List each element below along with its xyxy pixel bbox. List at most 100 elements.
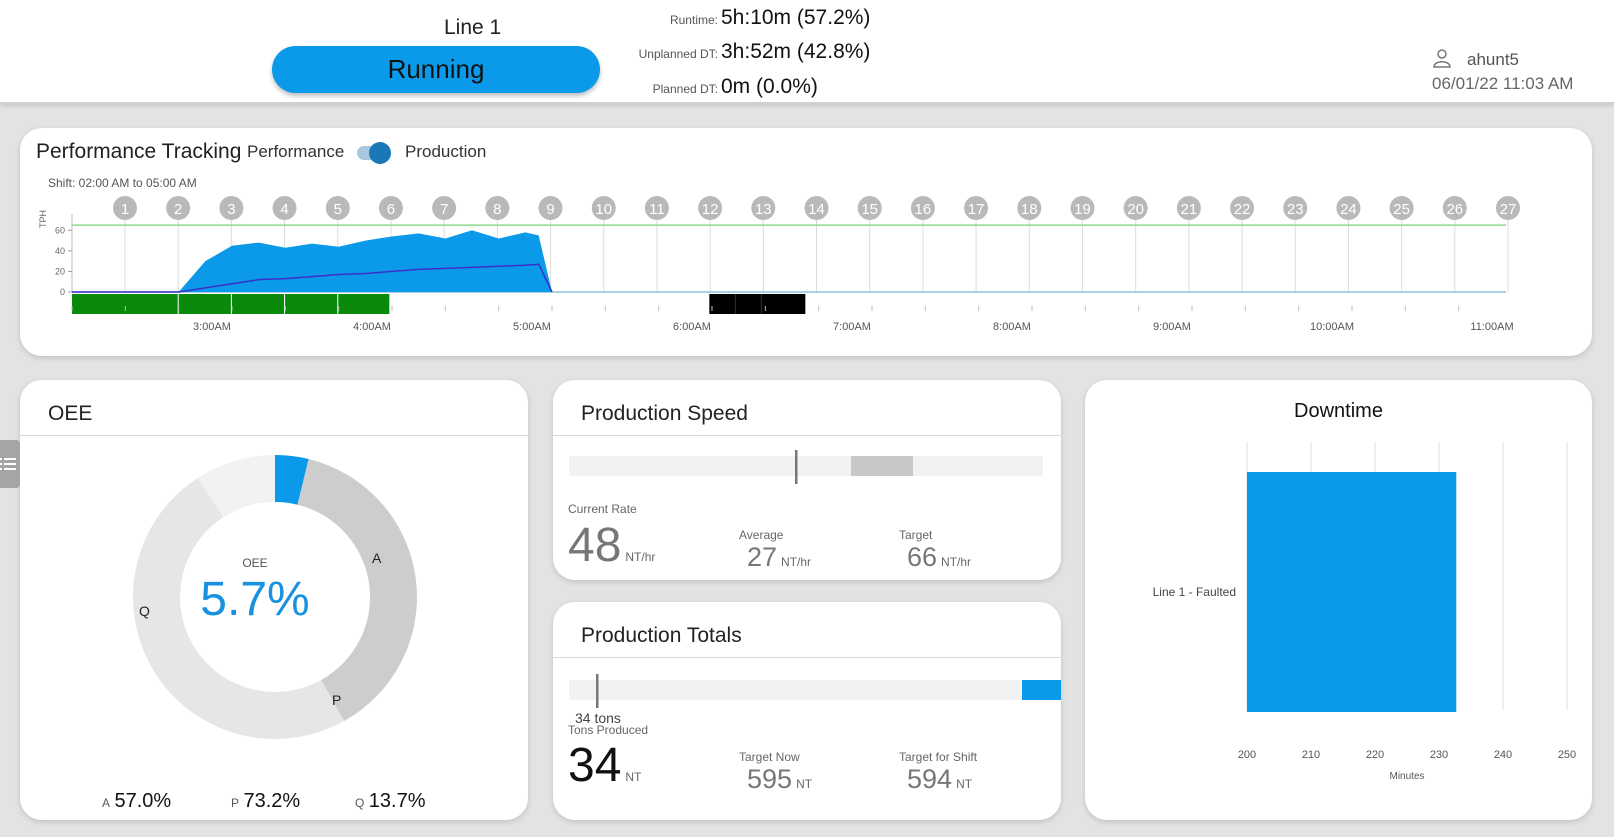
- hour-marker-label: 17: [968, 201, 985, 218]
- performance-label: P: [231, 796, 240, 810]
- hour-marker-label: 11: [649, 201, 665, 218]
- target-shift-label: Target for Shift: [899, 750, 978, 764]
- oee-slice-q[interactable]: [197, 455, 275, 518]
- average-rate-value: 27: [747, 542, 778, 572]
- side-menu-tab[interactable]: [0, 440, 20, 488]
- downtime-chart: 200 210 220 230 240 250 Line 1 - Faulted Minute…: [1153, 442, 1576, 782]
- y-tick-label: 20: [55, 266, 65, 276]
- performance-value: 73.2%: [243, 790, 301, 812]
- current-rate-unit: NT/hr: [625, 550, 656, 564]
- oee-divider: [20, 435, 528, 436]
- username[interactable]: ahunt5: [1467, 50, 1519, 69]
- quality-value: 13.7%: [368, 790, 426, 812]
- hour-marker[interactable]: [113, 196, 137, 220]
- planned-dt-value: 0m (0.0%): [721, 75, 818, 98]
- hour-marker-label: 16: [915, 201, 932, 218]
- status-bar-running[interactable]: [72, 294, 390, 314]
- hour-marker[interactable]: [644, 196, 669, 220]
- hour-marker[interactable]: [432, 196, 457, 220]
- unplanned-dt-value: 3h:52m (42.8%): [721, 40, 871, 63]
- performance-tracking-title: Performance Tracking: [36, 140, 242, 163]
- target-now-value: 595: [747, 764, 793, 794]
- totals-bar-caption: 34 tons: [575, 710, 621, 726]
- hour-marker[interactable]: [1336, 196, 1361, 220]
- target-shift-unit: NT: [956, 777, 973, 791]
- hour-marker[interactable]: [485, 196, 510, 220]
- hour-marker[interactable]: [591, 196, 616, 220]
- x-tick-label: 11:00AM: [1470, 321, 1513, 333]
- oee-segment-q-label: Q: [139, 603, 150, 619]
- x-tick-label: 5:00AM: [513, 321, 551, 333]
- hour-marker[interactable]: [698, 196, 723, 220]
- performance-production-toggle[interactable]: [355, 141, 395, 165]
- hour-marker[interactable]: [964, 196, 989, 220]
- hour-marker-label: 4: [280, 201, 288, 218]
- x-axis-label: Minutes: [1389, 771, 1424, 782]
- oee-title: OEE: [48, 402, 93, 425]
- performance-tracking-card: Performance Tracking Performance Product…: [20, 128, 1592, 356]
- list-icon[interactable]: [0, 440, 20, 488]
- hour-marker-label: 8: [493, 201, 501, 218]
- oee-center-label: OEE: [242, 556, 268, 570]
- speed-gauge-current-marker: [795, 450, 798, 484]
- availability-stat: A 57.0%: [102, 790, 171, 813]
- unplanned-dt-stat: Unplanned DT: 3h:52m (42.8%): [560, 40, 920, 64]
- hour-marker-label: 2: [174, 201, 182, 218]
- production-speed-card: Production Speed Current Rate 48 NT/hr Av…: [553, 380, 1061, 580]
- downtime-card: Downtime 200 210 220 230 240 250 Line 1 - Faul…: [1085, 380, 1592, 820]
- hour-marker[interactable]: [378, 196, 403, 220]
- hour-marker[interactable]: [804, 196, 829, 220]
- x-tick-label: 210: [1302, 749, 1320, 761]
- production-speed-divider: [553, 435, 1061, 436]
- y-axis-label: TPH: [38, 210, 48, 228]
- hour-marker-label: 13: [755, 201, 772, 218]
- hour-marker[interactable]: [1283, 196, 1308, 220]
- hour-marker[interactable]: [1123, 196, 1148, 220]
- hour-marker[interactable]: [219, 196, 244, 220]
- hour-marker-label: 25: [1393, 201, 1410, 218]
- x-tick-label: 250: [1558, 749, 1576, 761]
- status-bar-faulted[interactable]: [709, 294, 806, 314]
- hour-marker-label: 20: [1127, 201, 1144, 218]
- runtime-stat: Runtime: 5h:10m (57.2%): [560, 6, 920, 30]
- hour-marker[interactable]: [910, 196, 935, 220]
- hour-marker[interactable]: [1442, 196, 1467, 220]
- downtime-bar[interactable]: [1247, 472, 1457, 712]
- oee-slice-a[interactable]: [297, 459, 417, 722]
- status-button[interactable]: Running: [272, 46, 600, 93]
- average-rate-unit: NT/hr: [781, 555, 812, 569]
- hour-marker-label: 23: [1287, 201, 1304, 218]
- hour-marker-label: 27: [1500, 201, 1517, 218]
- toggle-performance-label[interactable]: Performance: [247, 142, 345, 161]
- hour-marker[interactable]: [857, 196, 882, 220]
- toggle-knob: [369, 142, 391, 164]
- planned-dt-label: Planned DT:: [652, 82, 718, 96]
- hour-marker[interactable]: [538, 196, 563, 220]
- target-now-unit: NT: [796, 777, 813, 791]
- hour-marker[interactable]: [1176, 196, 1201, 220]
- hour-marker[interactable]: [1070, 196, 1095, 220]
- hour-marker-label: 21: [1181, 201, 1198, 218]
- hour-marker[interactable]: [166, 196, 191, 220]
- hour-marker[interactable]: [1230, 196, 1255, 220]
- hour-marker-label: 26: [1446, 201, 1463, 218]
- oee-slice-oee[interactable]: [275, 455, 309, 505]
- totals-gauge: [569, 674, 1061, 708]
- totals-gauge-produced-marker: [596, 674, 599, 708]
- hour-marker[interactable]: [272, 196, 297, 220]
- hour-marker[interactable]: [1017, 196, 1042, 220]
- tons-produced: 34 NT: [568, 738, 641, 793]
- hour-marker[interactable]: [1496, 196, 1520, 220]
- x-tick-label: 6:00AM: [673, 321, 711, 333]
- hour-marker[interactable]: [1389, 196, 1414, 220]
- hour-marker-label: 7: [440, 201, 448, 218]
- oee-slice-p[interactable]: [132, 477, 345, 740]
- hour-marker[interactable]: [325, 196, 350, 220]
- category-label: Line 1 - Faulted: [1153, 585, 1236, 599]
- hour-marker[interactable]: [751, 196, 776, 220]
- user-icon[interactable]: [1432, 48, 1452, 68]
- toggle-production-label[interactable]: Production: [405, 142, 487, 161]
- shift-range: Shift: 02:00 AM to 05:00 AM: [48, 176, 197, 190]
- y-tick-label: 60: [55, 225, 65, 235]
- tons-produced-label: Tons Produced: [568, 723, 649, 737]
